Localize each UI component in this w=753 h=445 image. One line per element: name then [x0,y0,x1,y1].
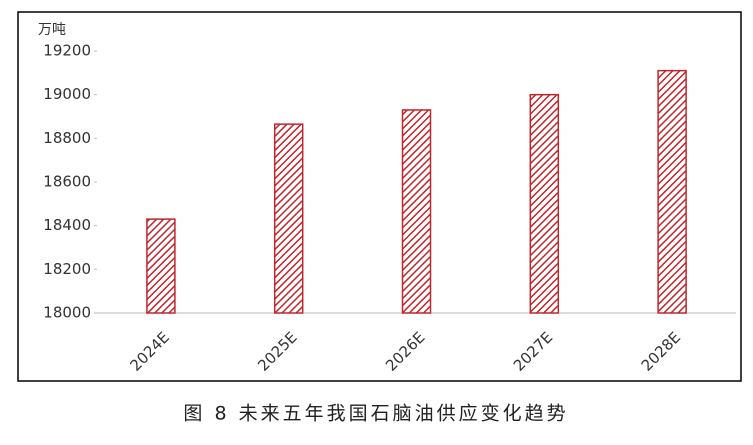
y-tick-label: 18400 [43,216,91,234]
y-axis-label: 万吨 [38,22,66,38]
x-tick-label: 2024E [126,328,172,374]
x-tick-label: 2025E [254,328,300,374]
y-tick-label: 19000 [43,85,91,103]
y-tick-label: 18200 [43,260,91,278]
y-tick-label: 18800 [43,129,91,147]
caption: 图 8 未来五年我国石脑油供应变化趋势 [183,403,568,425]
x-tick-label: 2028E [638,328,684,374]
bar [657,69,687,314]
x-tick-label: 2027E [510,328,556,374]
bar [146,218,176,314]
x-tick-label: 2026E [382,328,428,374]
frame [17,11,742,382]
y-tick-label: 19200 [43,42,91,60]
bar [529,93,560,314]
bar [273,123,304,314]
y-tick-label: 18600 [43,173,91,191]
bar [401,109,432,314]
y-tick-label: 18000 [43,304,91,322]
